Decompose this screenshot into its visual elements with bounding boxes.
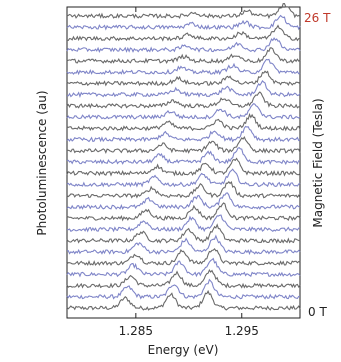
pl-trace: [66, 103, 301, 120]
pl-trace: [66, 37, 301, 53]
pl-trace: [66, 202, 301, 222]
pl-trace: [66, 2, 301, 20]
pl-trace: [66, 248, 301, 267]
pl-trace: [66, 289, 301, 311]
pl-trace: [66, 234, 301, 256]
pl-trace: [66, 125, 301, 143]
pl-trace: [66, 278, 301, 300]
pl-trace: [66, 58, 301, 76]
x-axis-label: Energy (eV): [148, 343, 219, 357]
pl-trace: [66, 70, 301, 87]
pl-trace: [66, 268, 301, 289]
pl-trace: [66, 91, 301, 109]
pl-trace: [66, 192, 301, 210]
pl-trace: [66, 112, 301, 132]
pl-trace: [66, 168, 301, 188]
x-tick-label: 1.295: [225, 324, 259, 338]
pl-traces: [66, 2, 301, 311]
pl-trace: [66, 135, 301, 154]
x-axis-ticks: 1.285 1.295: [119, 7, 259, 338]
right-axis-label: Magnetic Field (Tesla): [311, 98, 325, 227]
pl-trace: [66, 47, 301, 65]
pl-trace: [66, 223, 301, 244]
pl-trace: [66, 180, 301, 199]
pl-trace: [66, 257, 301, 278]
field-bottom-label: 0 T: [308, 305, 327, 319]
y-axis-label: Photoluminescence (au): [35, 90, 49, 235]
pl-trace: [66, 214, 301, 233]
pl-trace: [66, 157, 301, 177]
pl-trace: [66, 147, 301, 166]
x-tick-label: 1.285: [119, 324, 153, 338]
field-top-label: 26 T: [304, 11, 331, 25]
pl-trace: [66, 14, 301, 31]
pl-trace: [66, 24, 301, 42]
pl-trace: [66, 79, 301, 98]
